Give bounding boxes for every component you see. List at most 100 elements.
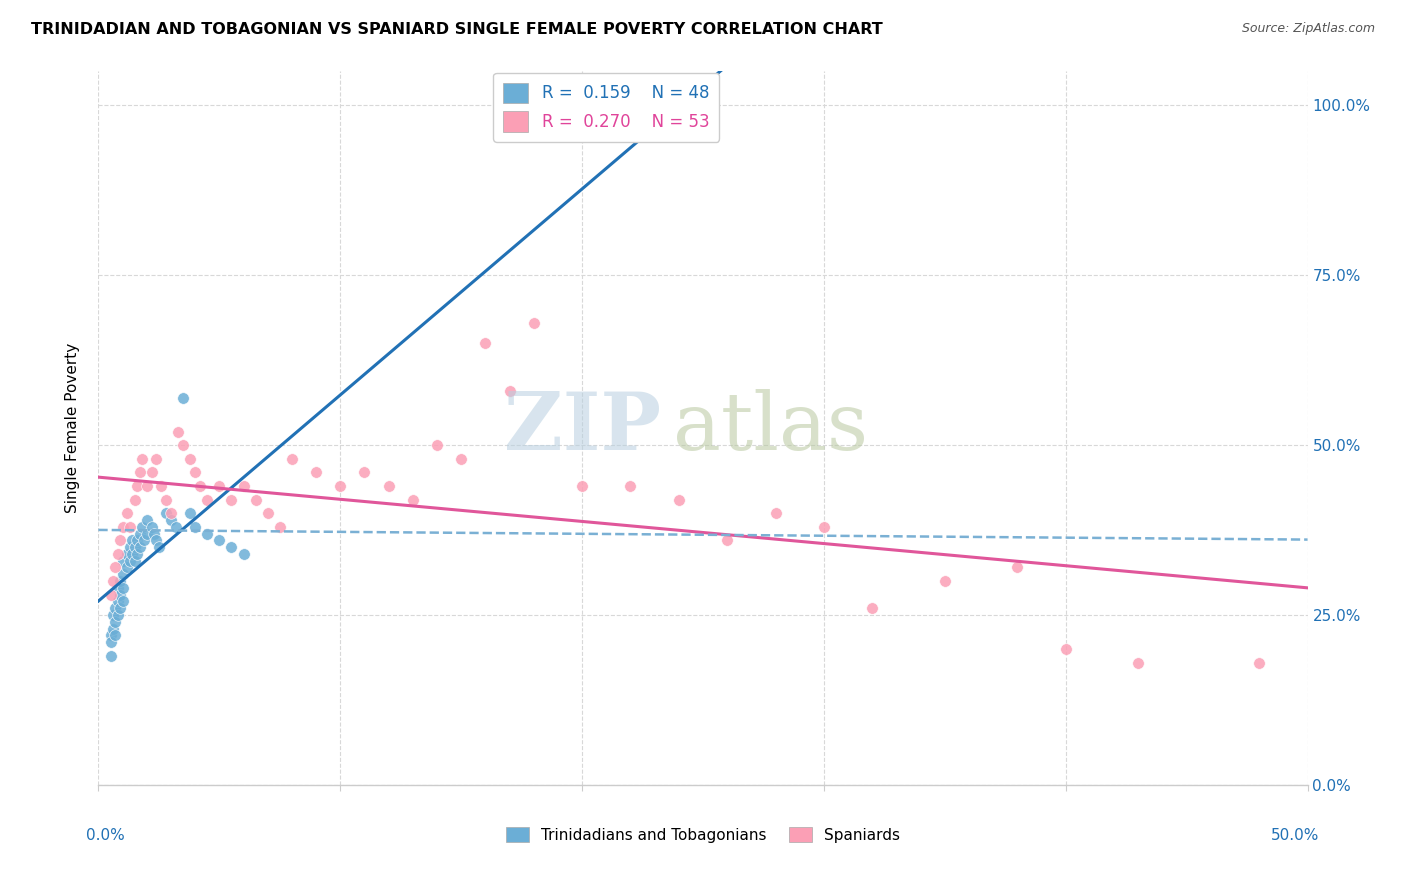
Point — [813, 519, 835, 533]
Point — [1054, 642, 1077, 657]
Point — [148, 540, 170, 554]
Point — [498, 384, 520, 398]
Point — [377, 479, 399, 493]
Point — [353, 466, 375, 480]
Point — [523, 316, 546, 330]
Point — [221, 540, 243, 554]
Point — [619, 479, 641, 493]
Point — [208, 533, 231, 548]
Point — [118, 540, 141, 554]
Point — [127, 533, 149, 548]
Point — [135, 526, 157, 541]
Point — [184, 519, 207, 533]
Point — [124, 492, 146, 507]
Point — [124, 554, 146, 568]
Point — [232, 547, 254, 561]
Point — [305, 466, 328, 480]
Point — [135, 479, 157, 493]
Point — [101, 574, 124, 588]
Point — [104, 601, 127, 615]
Point — [155, 492, 177, 507]
Point — [101, 622, 124, 636]
Point — [179, 451, 201, 466]
Text: 0.0%: 0.0% — [86, 828, 125, 843]
Point — [128, 466, 150, 480]
Point — [108, 574, 131, 588]
Point — [221, 492, 243, 507]
Legend: Trinidadians and Tobagonians, Spaniards: Trinidadians and Tobagonians, Spaniards — [499, 821, 907, 848]
Point — [107, 608, 129, 623]
Point — [150, 479, 173, 493]
Point — [195, 492, 218, 507]
Text: Source: ZipAtlas.com: Source: ZipAtlas.com — [1241, 22, 1375, 36]
Point — [474, 336, 496, 351]
Point — [111, 519, 134, 533]
Point — [1249, 656, 1271, 670]
Point — [128, 540, 150, 554]
Point — [426, 438, 449, 452]
Point — [111, 567, 134, 582]
Point — [141, 466, 163, 480]
Point — [117, 560, 139, 574]
Point — [101, 608, 124, 623]
Point — [716, 533, 738, 548]
Point — [121, 547, 143, 561]
Point — [108, 533, 131, 548]
Point — [165, 519, 187, 533]
Point — [1128, 656, 1150, 670]
Point — [118, 554, 141, 568]
Point — [179, 506, 201, 520]
Point — [188, 479, 211, 493]
Point — [765, 506, 787, 520]
Point — [167, 425, 190, 439]
Point — [100, 628, 122, 642]
Point — [108, 601, 131, 615]
Point — [118, 519, 141, 533]
Point — [160, 506, 183, 520]
Point — [104, 615, 127, 629]
Point — [134, 533, 156, 548]
Point — [232, 479, 254, 493]
Point — [571, 479, 593, 493]
Point — [329, 479, 352, 493]
Point — [131, 519, 153, 533]
Point — [256, 506, 278, 520]
Point — [108, 588, 131, 602]
Point — [281, 451, 304, 466]
Point — [208, 479, 231, 493]
Point — [100, 635, 122, 649]
Text: atlas: atlas — [672, 389, 868, 467]
Text: 50.0%: 50.0% — [1271, 828, 1320, 843]
Point — [107, 547, 129, 561]
Point — [245, 492, 267, 507]
Point — [117, 547, 139, 561]
Point — [402, 492, 425, 507]
Point — [111, 581, 134, 595]
Point — [450, 451, 472, 466]
Point — [160, 513, 183, 527]
Point — [934, 574, 956, 588]
Point — [104, 560, 127, 574]
Point — [104, 628, 127, 642]
Point — [111, 594, 134, 608]
Point — [100, 588, 122, 602]
Point — [184, 466, 207, 480]
Point — [1007, 560, 1029, 574]
Point — [128, 526, 150, 541]
Point — [131, 451, 153, 466]
Y-axis label: Single Female Poverty: Single Female Poverty — [65, 343, 80, 513]
Text: TRINIDADIAN AND TOBAGONIAN VS SPANIARD SINGLE FEMALE POVERTY CORRELATION CHART: TRINIDADIAN AND TOBAGONIAN VS SPANIARD S… — [31, 22, 883, 37]
Text: ZIP: ZIP — [503, 389, 661, 467]
Point — [107, 581, 129, 595]
Point — [107, 594, 129, 608]
Point — [195, 526, 218, 541]
Point — [172, 391, 194, 405]
Point — [111, 554, 134, 568]
Point — [155, 506, 177, 520]
Point — [143, 526, 166, 541]
Point — [172, 438, 194, 452]
Point — [127, 547, 149, 561]
Point — [121, 533, 143, 548]
Point — [145, 533, 167, 548]
Point — [127, 479, 149, 493]
